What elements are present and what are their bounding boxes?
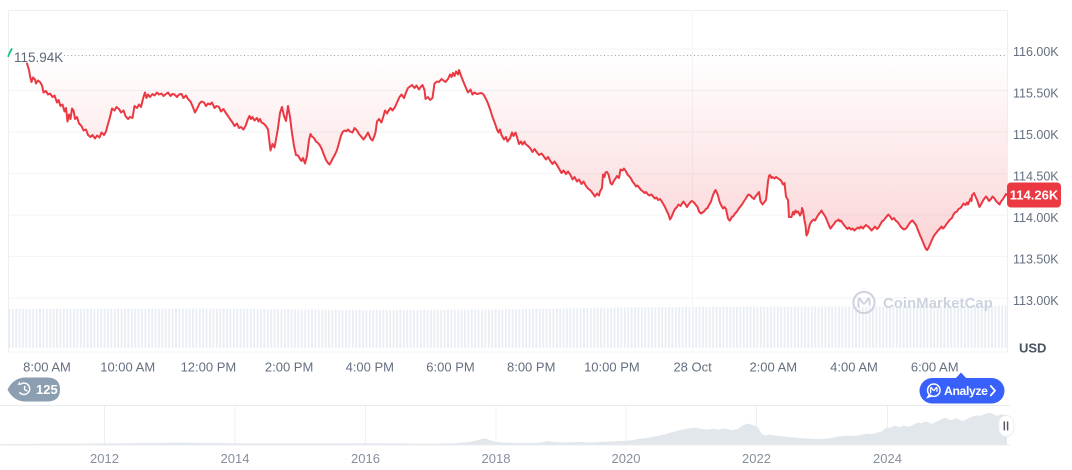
- svg-text:2024: 2024: [873, 451, 902, 466]
- svg-text:2018: 2018: [482, 451, 511, 466]
- svg-text:115.94K: 115.94K: [14, 50, 63, 65]
- svg-text:114.26K: 114.26K: [1010, 188, 1059, 203]
- svg-text:28 Oct: 28 Oct: [673, 360, 712, 375]
- svg-text:2:00 PM: 2:00 PM: [265, 360, 313, 375]
- svg-text:2020: 2020: [612, 451, 641, 466]
- svg-text:2:00 AM: 2:00 AM: [749, 360, 797, 375]
- svg-text:113.00K: 113.00K: [1013, 294, 1059, 308]
- svg-text:2016: 2016: [351, 451, 380, 466]
- svg-text:2022: 2022: [742, 451, 771, 466]
- svg-text:2014: 2014: [221, 451, 250, 466]
- svg-text:115.00K: 115.00K: [1013, 128, 1059, 142]
- svg-text:12:00 PM: 12:00 PM: [181, 360, 237, 375]
- svg-text:115.50K: 115.50K: [1013, 87, 1059, 101]
- svg-text:4:00 AM: 4:00 AM: [830, 360, 878, 375]
- svg-text:Analyze: Analyze: [944, 384, 988, 398]
- svg-text:116.00K: 116.00K: [1013, 45, 1059, 59]
- svg-text:USD: USD: [1019, 341, 1046, 356]
- svg-text:2012: 2012: [90, 451, 119, 466]
- svg-text:114.00K: 114.00K: [1013, 211, 1059, 225]
- svg-text:125: 125: [36, 382, 58, 397]
- svg-text:6:00 AM: 6:00 AM: [911, 360, 959, 375]
- svg-text:8:00 PM: 8:00 PM: [507, 360, 555, 375]
- svg-text:114.50K: 114.50K: [1013, 170, 1059, 184]
- svg-text:10:00 AM: 10:00 AM: [100, 360, 155, 375]
- svg-text:4:00 PM: 4:00 PM: [346, 360, 394, 375]
- svg-text:6:00 PM: 6:00 PM: [426, 360, 474, 375]
- svg-text:113.50K: 113.50K: [1013, 253, 1059, 267]
- svg-text:10:00 PM: 10:00 PM: [584, 360, 640, 375]
- svg-text:8:00 AM: 8:00 AM: [23, 360, 71, 375]
- svg-text:CoinMarketCap: CoinMarketCap: [883, 296, 993, 312]
